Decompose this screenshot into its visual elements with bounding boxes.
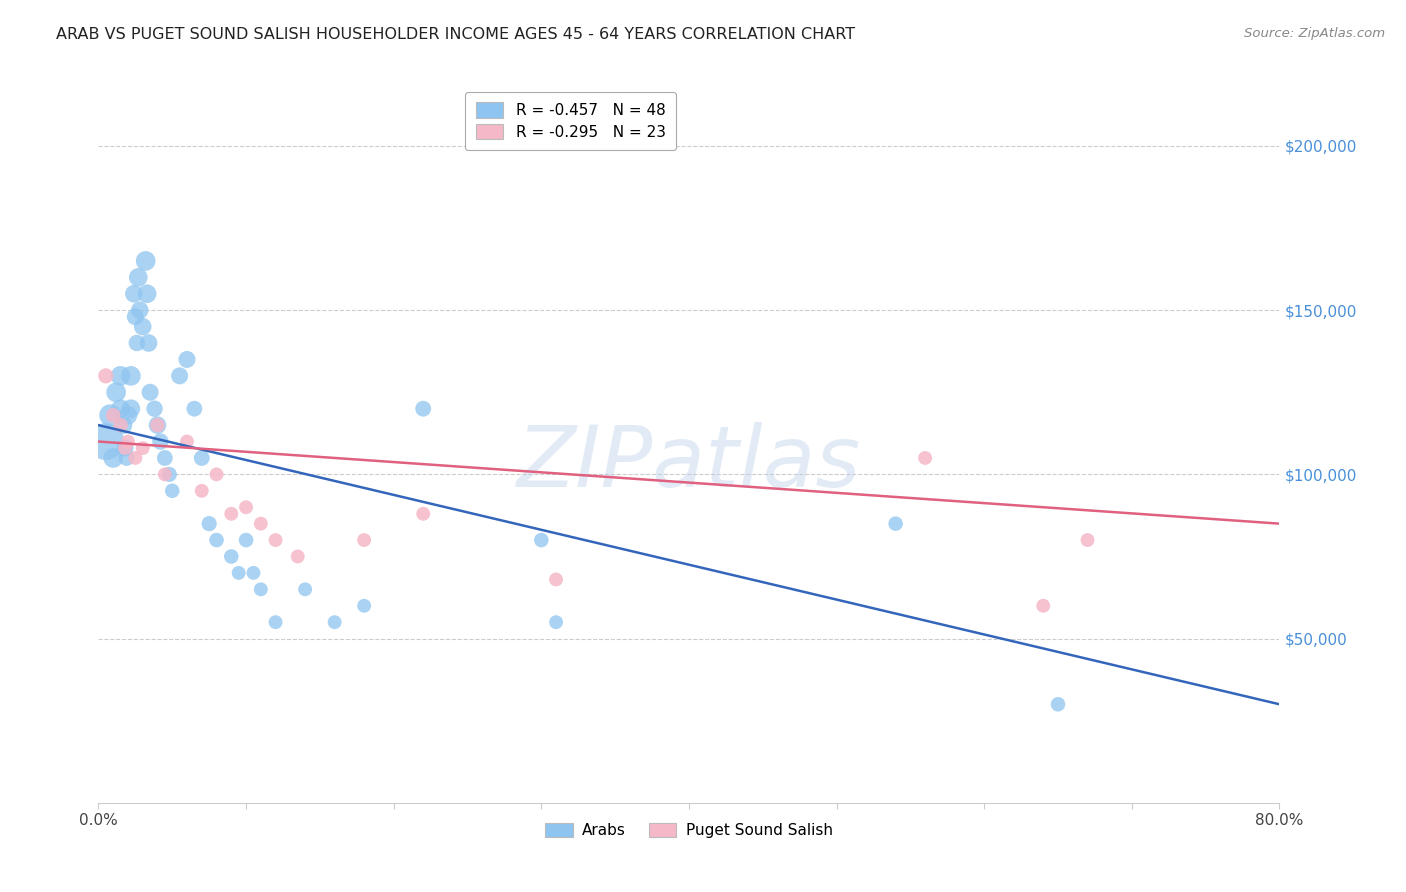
Point <box>149 434 172 449</box>
Point <box>117 434 139 449</box>
Point <box>176 352 198 367</box>
Point <box>412 401 434 416</box>
Point <box>183 401 205 416</box>
Point <box>546 573 568 587</box>
Point <box>127 270 149 285</box>
Point <box>884 516 907 531</box>
Point <box>135 253 157 268</box>
Point <box>110 368 132 383</box>
Point <box>1077 533 1099 547</box>
Point <box>191 483 214 498</box>
Point <box>546 615 568 630</box>
Point <box>1046 698 1070 712</box>
Point <box>124 450 146 465</box>
Point <box>287 549 309 564</box>
Point <box>94 368 117 383</box>
Point <box>136 286 159 301</box>
Point <box>250 582 273 597</box>
Point <box>114 441 136 455</box>
Point <box>157 467 180 482</box>
Point <box>294 582 316 597</box>
Text: ZIPatlas: ZIPatlas <box>517 422 860 505</box>
Point <box>530 533 553 547</box>
Point <box>143 401 166 416</box>
Point <box>914 450 936 465</box>
Point <box>122 286 145 301</box>
Point <box>110 418 132 433</box>
Point <box>94 434 117 449</box>
Point <box>235 533 257 547</box>
Point <box>120 401 142 416</box>
Text: Source: ZipAtlas.com: Source: ZipAtlas.com <box>1244 27 1385 40</box>
Text: ARAB VS PUGET SOUND SALISH HOUSEHOLDER INCOME AGES 45 - 64 YEARS CORRELATION CHA: ARAB VS PUGET SOUND SALISH HOUSEHOLDER I… <box>56 27 855 42</box>
Point <box>112 418 135 433</box>
Point <box>120 368 142 383</box>
Point <box>132 319 155 334</box>
Point <box>235 500 257 515</box>
Point <box>191 450 214 465</box>
Point <box>110 401 132 416</box>
Point <box>146 418 169 433</box>
Point <box>138 336 160 351</box>
Point <box>228 566 250 580</box>
Point <box>117 409 139 423</box>
Point <box>205 533 228 547</box>
Point <box>153 450 176 465</box>
Legend: Arabs, Puget Sound Salish: Arabs, Puget Sound Salish <box>537 815 841 846</box>
Point <box>264 615 287 630</box>
Point <box>146 418 169 433</box>
Point <box>128 303 150 318</box>
Point <box>115 450 138 465</box>
Point <box>205 467 228 482</box>
Point <box>221 549 243 564</box>
Point <box>198 516 221 531</box>
Point <box>323 615 346 630</box>
Point <box>412 507 434 521</box>
Point <box>125 336 148 351</box>
Point <box>98 409 121 423</box>
Point <box>221 507 243 521</box>
Point <box>153 467 176 482</box>
Point <box>169 368 191 383</box>
Point <box>1032 599 1054 613</box>
Point <box>242 566 264 580</box>
Point <box>124 310 146 324</box>
Point <box>114 441 136 455</box>
Point <box>103 450 125 465</box>
Point <box>103 409 125 423</box>
Point <box>176 434 198 449</box>
Point <box>132 441 155 455</box>
Point <box>139 385 162 400</box>
Point <box>250 516 273 531</box>
Point <box>264 533 287 547</box>
Point <box>162 483 183 498</box>
Point <box>353 533 375 547</box>
Point <box>353 599 375 613</box>
Point <box>105 385 128 400</box>
